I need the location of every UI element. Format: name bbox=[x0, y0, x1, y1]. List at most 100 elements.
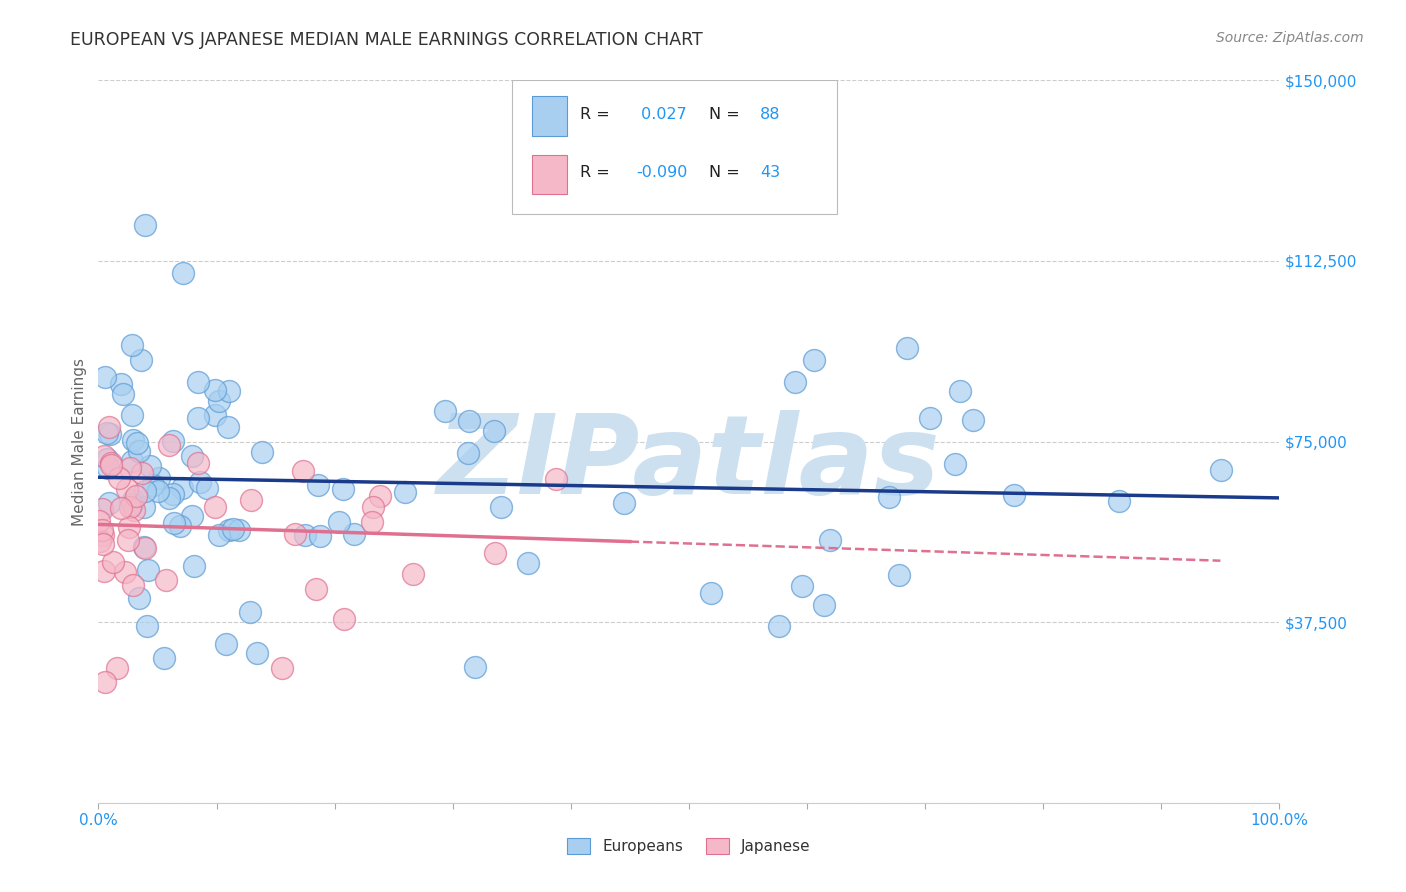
Point bbox=[215, 637, 238, 651]
Point bbox=[132, 540, 155, 554]
Point bbox=[129, 352, 152, 367]
Point bbox=[187, 410, 209, 425]
Point bbox=[121, 338, 143, 352]
Point bbox=[139, 458, 162, 473]
Point bbox=[1108, 494, 1130, 508]
Point bbox=[962, 413, 984, 427]
Point bbox=[93, 449, 115, 463]
Point bbox=[239, 493, 262, 508]
Point bbox=[1002, 488, 1025, 502]
Point bbox=[434, 403, 457, 417]
Point bbox=[87, 514, 110, 528]
Point bbox=[148, 471, 170, 485]
Point bbox=[134, 541, 156, 555]
Point bbox=[343, 526, 366, 541]
Point bbox=[195, 481, 218, 495]
Point bbox=[169, 518, 191, 533]
Point bbox=[93, 564, 115, 578]
Point bbox=[127, 436, 149, 450]
Text: ZIPatlas: ZIPatlas bbox=[437, 409, 941, 516]
Point bbox=[111, 386, 134, 401]
Point bbox=[183, 559, 205, 574]
Point bbox=[1209, 463, 1232, 477]
Point bbox=[94, 675, 117, 690]
Point bbox=[187, 456, 209, 470]
Point bbox=[328, 515, 350, 529]
Point bbox=[134, 483, 156, 498]
Point bbox=[125, 489, 148, 503]
Point bbox=[94, 370, 117, 384]
Point bbox=[132, 500, 155, 515]
Point bbox=[208, 528, 231, 542]
Point bbox=[943, 458, 966, 472]
Point bbox=[97, 495, 120, 509]
Text: Source: ZipAtlas.com: Source: ZipAtlas.com bbox=[1216, 31, 1364, 45]
Point bbox=[246, 646, 269, 660]
Point bbox=[97, 420, 120, 434]
Point bbox=[360, 515, 382, 529]
Point bbox=[484, 546, 506, 560]
Point bbox=[180, 509, 202, 524]
Point bbox=[98, 427, 121, 442]
Point bbox=[271, 661, 294, 675]
Point bbox=[222, 523, 245, 537]
Point bbox=[122, 577, 145, 591]
Point bbox=[162, 486, 184, 500]
Point bbox=[89, 534, 111, 549]
Point bbox=[170, 481, 193, 495]
Point bbox=[218, 384, 240, 399]
Point bbox=[332, 482, 354, 496]
Point bbox=[136, 619, 159, 633]
Point bbox=[91, 537, 114, 551]
Point bbox=[291, 465, 314, 479]
Text: EUROPEAN VS JAPANESE MEDIAN MALE EARNINGS CORRELATION CHART: EUROPEAN VS JAPANESE MEDIAN MALE EARNING… bbox=[70, 31, 703, 49]
Point bbox=[813, 598, 835, 612]
Point bbox=[458, 414, 481, 428]
Point bbox=[949, 384, 972, 398]
Point bbox=[91, 528, 114, 542]
Point bbox=[163, 516, 186, 530]
Point bbox=[114, 565, 136, 579]
Point bbox=[307, 478, 329, 492]
Legend: Europeans, Japanese: Europeans, Japanese bbox=[561, 832, 817, 860]
Text: 43: 43 bbox=[759, 165, 780, 180]
Point bbox=[122, 492, 145, 507]
Point bbox=[790, 579, 813, 593]
Point bbox=[107, 661, 129, 675]
Text: N =: N = bbox=[709, 165, 745, 180]
Point bbox=[309, 529, 332, 543]
Point bbox=[128, 444, 150, 458]
Point bbox=[117, 533, 139, 547]
Point bbox=[457, 446, 479, 460]
Point bbox=[803, 353, 825, 368]
Point bbox=[97, 460, 120, 475]
Text: R =: R = bbox=[581, 107, 616, 122]
Point bbox=[100, 458, 122, 473]
Point bbox=[110, 500, 132, 515]
Point bbox=[157, 438, 180, 452]
Point bbox=[187, 376, 209, 390]
Point bbox=[896, 341, 918, 355]
Point bbox=[218, 523, 240, 537]
Point bbox=[516, 556, 538, 570]
Point bbox=[134, 218, 156, 232]
Point bbox=[252, 444, 274, 458]
Point bbox=[153, 651, 176, 665]
Point bbox=[181, 449, 204, 463]
Text: 88: 88 bbox=[759, 107, 780, 122]
Point bbox=[239, 605, 262, 619]
Point bbox=[768, 619, 790, 633]
Point bbox=[546, 471, 568, 485]
Point bbox=[100, 456, 122, 470]
Point bbox=[305, 582, 328, 596]
Point bbox=[208, 394, 231, 409]
Point bbox=[368, 489, 391, 503]
Point bbox=[122, 434, 145, 448]
Point bbox=[172, 266, 194, 280]
Point bbox=[333, 612, 356, 626]
FancyBboxPatch shape bbox=[512, 80, 837, 214]
Point bbox=[612, 496, 634, 510]
Point bbox=[217, 420, 239, 434]
Point bbox=[122, 503, 145, 517]
Point bbox=[136, 563, 159, 577]
